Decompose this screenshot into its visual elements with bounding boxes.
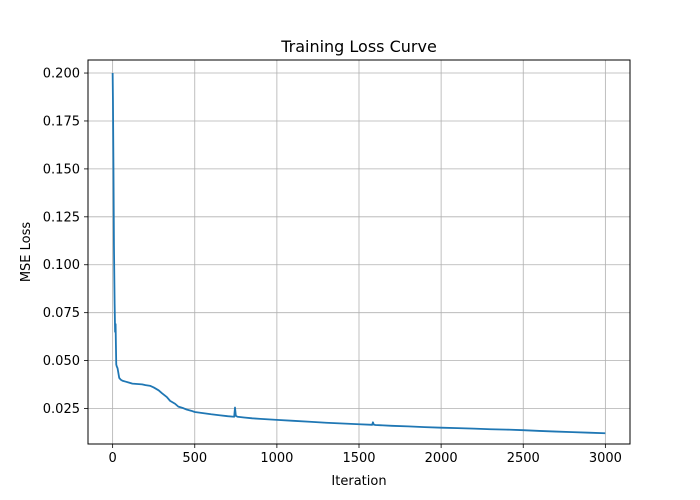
x-axis-ticks: 0 500 1000 1500 2000 2500 3000: [108, 444, 622, 466]
y-axis-ticks: 0.025 0.050 0.075 0.100 0.125 0.150 0.175 0.200: [43, 67, 88, 417]
x-tick-label: 0: [108, 451, 116, 466]
y-axis-label: MSE Loss: [19, 222, 34, 283]
x-tick-label: 2000: [425, 451, 458, 466]
x-tick-label: 1500: [342, 451, 375, 466]
y-tick-label: 0.025: [43, 402, 80, 417]
loss-series-line: [111, 73, 606, 435]
y-tick-label: 0.200: [43, 67, 80, 82]
y-tick-label: 0.050: [43, 354, 80, 369]
series-group: [111, 73, 606, 435]
x-tick-label: 3000: [589, 451, 622, 466]
y-tick-label: 0.075: [43, 306, 80, 321]
x-axis-label: Iteration: [331, 474, 386, 489]
x-tick-label: 2500: [507, 451, 540, 466]
x-tick-label: 1000: [260, 451, 293, 466]
y-tick-label: 0.150: [43, 162, 80, 177]
chart-title: Training Loss Curve: [280, 37, 437, 56]
x-tick-label: 500: [182, 451, 207, 466]
y-tick-label: 0.125: [43, 210, 80, 225]
y-tick-label: 0.175: [43, 114, 80, 129]
grid-lines: [88, 60, 630, 444]
y-tick-label: 0.100: [43, 258, 80, 273]
